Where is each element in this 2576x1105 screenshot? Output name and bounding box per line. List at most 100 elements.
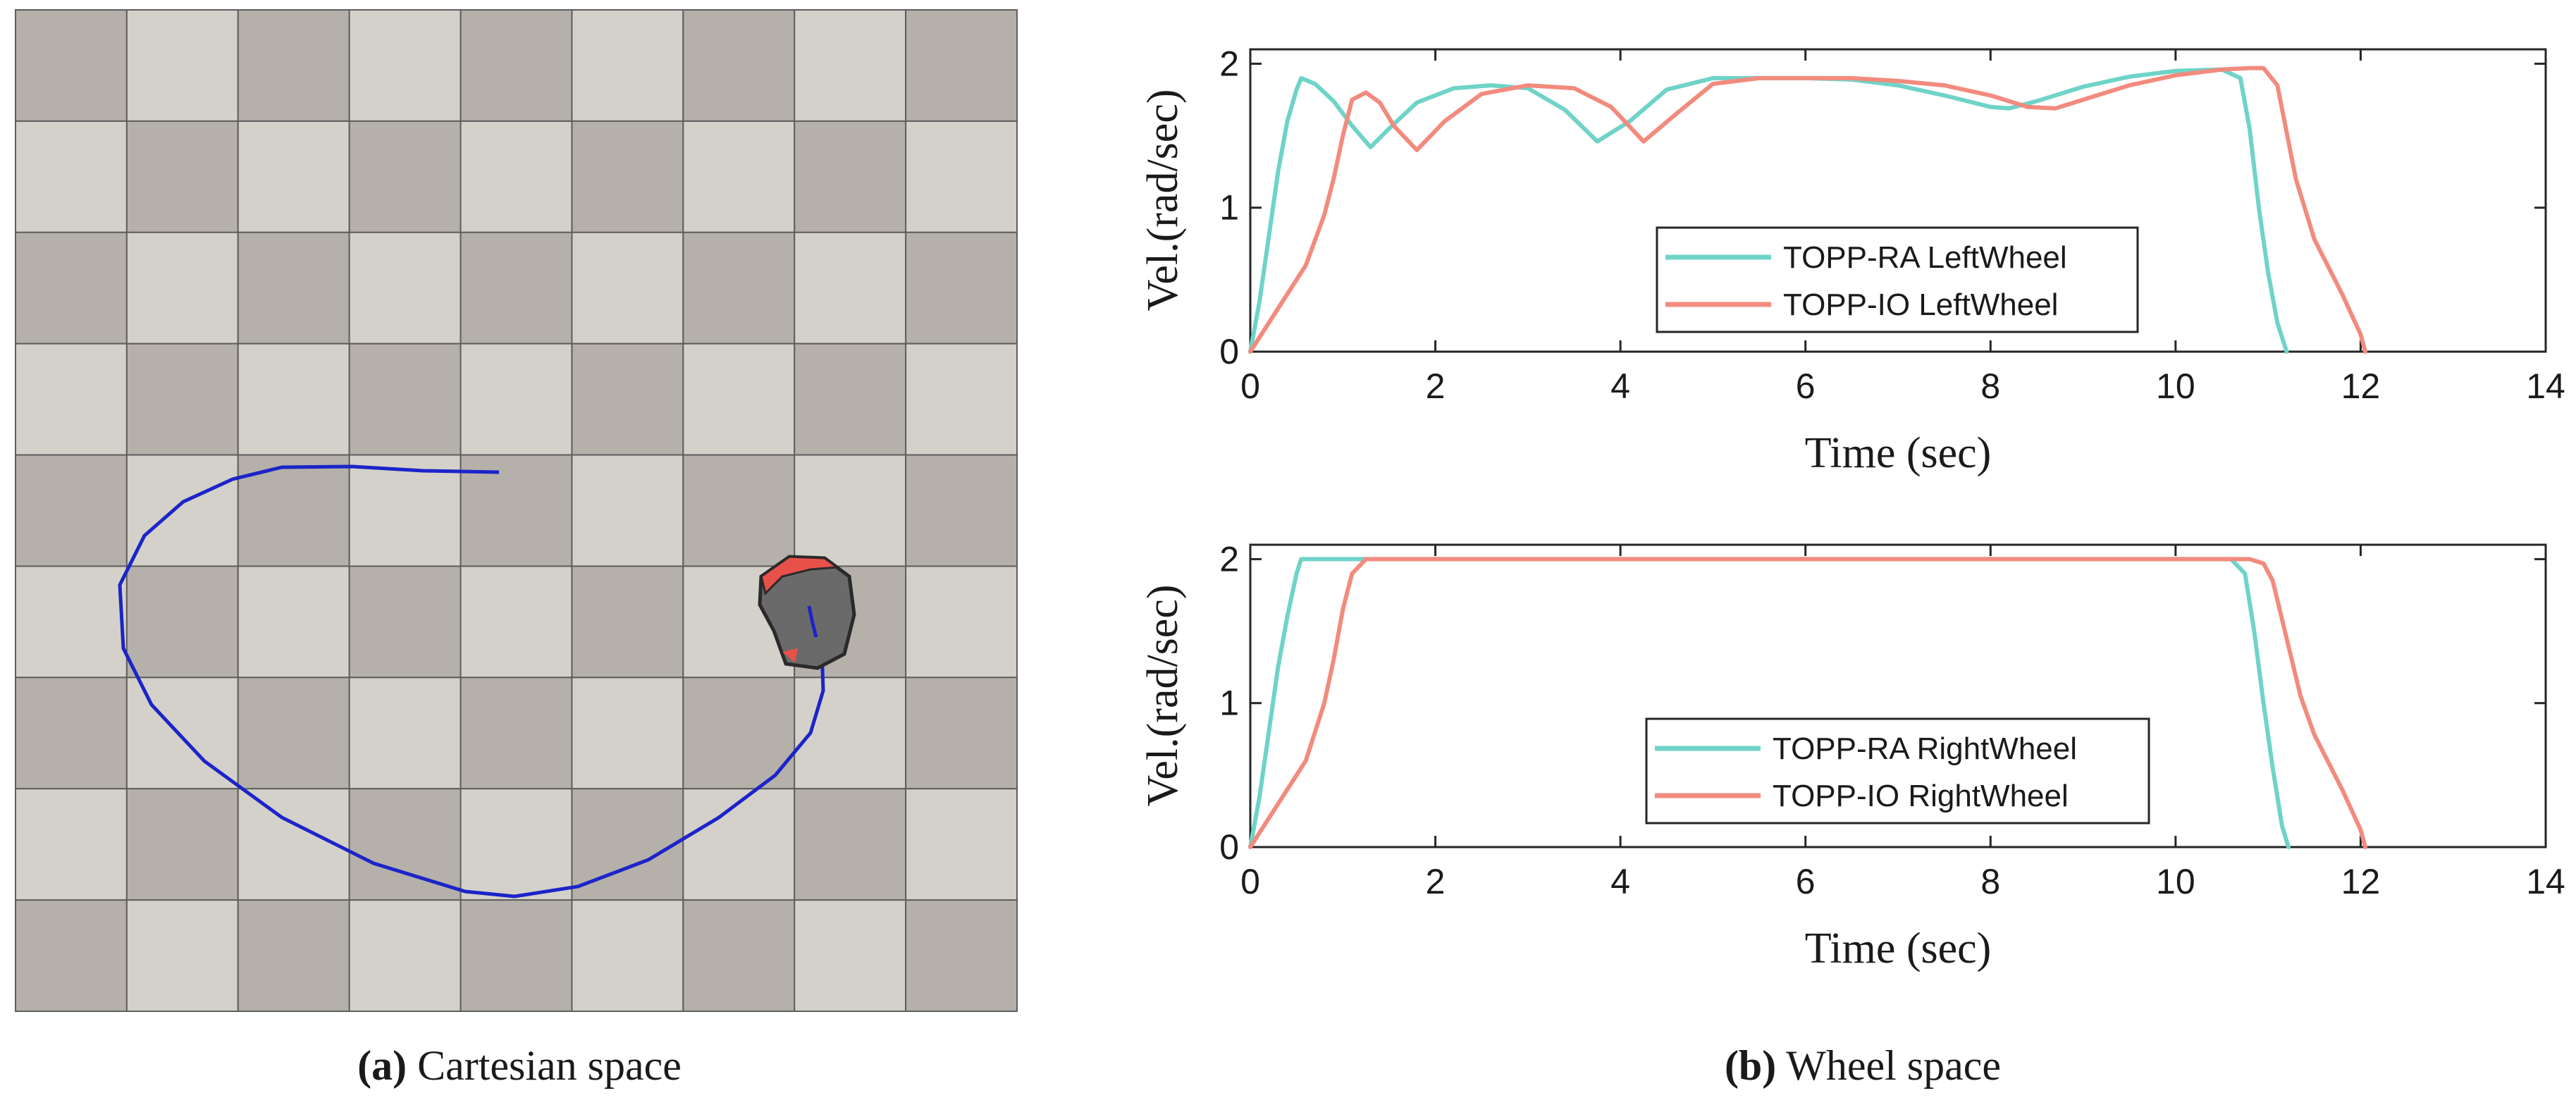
- x-tick-label: 12: [2341, 862, 2381, 901]
- caption-b-text: Wheel space: [1776, 1042, 2001, 1089]
- x-axis-label: Time (sec): [1805, 925, 1992, 973]
- floor-tile: [682, 120, 796, 233]
- x-tick-label: 2: [1426, 366, 1446, 406]
- cartesian-scene: [15, 9, 1018, 1012]
- floor-tile: [237, 231, 350, 345]
- floor-tile: [571, 342, 684, 456]
- legend-label-topp-io: TOPP-IO RightWheel: [1773, 779, 2069, 813]
- floor-tile: [460, 788, 573, 901]
- floor-tile: [15, 899, 128, 1012]
- floor-tile: [125, 120, 239, 233]
- floor-tile: [794, 342, 907, 456]
- floor-tile: [125, 565, 239, 679]
- floor-tile: [15, 565, 128, 679]
- floor-tile: [682, 231, 796, 345]
- floor-tile: [237, 120, 350, 233]
- floor-tile: [682, 454, 796, 567]
- floor-tile: [237, 899, 350, 1012]
- floor-tile: [460, 9, 573, 122]
- x-tick-label: 2: [1426, 862, 1446, 901]
- x-tick-label: 6: [1796, 862, 1816, 901]
- legend-label-topp-ra: TOPP-RA LeftWheel: [1783, 240, 2067, 275]
- series-lines: [1248, 66, 2367, 354]
- floor-tile: [348, 342, 462, 456]
- floor-tile: [348, 677, 462, 790]
- floor-tile: [237, 788, 350, 901]
- floor-tile: [571, 454, 684, 567]
- floor-tile: [571, 9, 684, 122]
- floor-tile: [15, 454, 128, 567]
- y-tick-label: 0: [1219, 827, 1239, 867]
- floor-tile: [905, 788, 1018, 901]
- floor-tile: [125, 788, 239, 901]
- series-lines: [1248, 557, 2367, 849]
- floor-tile: [682, 9, 796, 122]
- floor-tile: [348, 231, 462, 345]
- x-tick-label: 12: [2341, 366, 2381, 406]
- floor-tile: [15, 120, 128, 233]
- floor-tile: [460, 899, 573, 1012]
- floor-tile: [905, 120, 1018, 233]
- floor-tile: [905, 9, 1018, 122]
- floor-tile: [125, 231, 239, 345]
- robot-icon: [758, 555, 856, 670]
- caption-b: (b) Wheel space: [1725, 1042, 2001, 1089]
- floor-tile: [125, 9, 239, 122]
- legend-box: [1656, 226, 2139, 333]
- floor-tiles: [15, 9, 1018, 1012]
- caption-a-label: (a): [357, 1042, 407, 1089]
- x-tick-label: 0: [1240, 366, 1260, 406]
- floor-tile: [348, 899, 462, 1012]
- y-tick-label: 2: [1219, 44, 1239, 83]
- floor-tile: [794, 9, 907, 122]
- x-tick-label: 14: [2526, 366, 2565, 406]
- floor-tile: [237, 565, 350, 679]
- legend: TOPP-RA RightWheel TOPP-IO RightWheel: [1645, 717, 2150, 825]
- caption-a: (a) Cartesian space: [357, 1042, 682, 1089]
- floor-tile: [125, 454, 239, 567]
- robot-rear-marker: [782, 648, 798, 662]
- floor-tile: [794, 788, 907, 901]
- floor-tile: [905, 677, 1018, 790]
- floor-tile: [237, 677, 350, 790]
- floor-tile: [571, 677, 684, 790]
- floor-tile: [794, 899, 907, 1012]
- floor-tile: [237, 454, 350, 567]
- floor-tile: [15, 677, 128, 790]
- floor-tile: [15, 342, 128, 456]
- floor-tile: [348, 120, 462, 233]
- x-tick-label: 4: [1610, 366, 1630, 406]
- floor-tile: [237, 342, 350, 456]
- series-line-topp-io: [1248, 66, 2367, 354]
- caption-a-text: Cartesian space: [407, 1042, 682, 1089]
- floor-tile: [905, 231, 1018, 345]
- floor-tile: [348, 565, 462, 679]
- x-tick-label: 8: [1980, 366, 2000, 406]
- x-tick-label: 10: [2156, 366, 2195, 406]
- floor-tile: [460, 342, 573, 456]
- floor-tile: [460, 677, 573, 790]
- y-axis-label: Vel.(rad/sec): [1139, 585, 1187, 807]
- floor-tile: [15, 788, 128, 901]
- floor-tile: [682, 788, 796, 901]
- legend-label-topp-io: TOPP-IO LeftWheel: [1783, 288, 2058, 322]
- robot-direction-mark: [807, 605, 818, 638]
- x-tick-label: 14: [2526, 862, 2565, 901]
- floor-tile: [237, 9, 350, 122]
- floor-tile: [794, 231, 907, 345]
- floor-tile: [460, 120, 573, 233]
- floor-tile: [348, 454, 462, 567]
- floor-tile: [905, 565, 1018, 679]
- legend: TOPP-RA LeftWheel TOPP-IO LeftWheel: [1656, 226, 2139, 333]
- floor-tile: [571, 231, 684, 345]
- floor-tile: [460, 565, 573, 679]
- x-tick-label: 8: [1980, 862, 2000, 901]
- x-tick-label: 6: [1796, 366, 1816, 406]
- y-tick-label: 1: [1219, 188, 1239, 228]
- y-tick-label: 1: [1219, 684, 1239, 723]
- floor-tile: [682, 342, 796, 456]
